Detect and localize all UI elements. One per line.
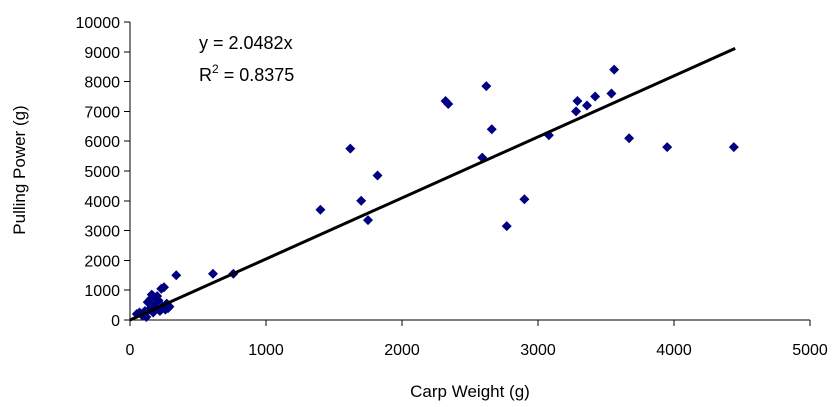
r-squared-value: = 0.8375 <box>219 65 295 85</box>
data-point-marker <box>486 124 497 135</box>
trendline-equation: y = 2.0482x <box>199 33 293 53</box>
trendline-group <box>129 47 736 322</box>
x-tick-label: 4000 <box>656 342 692 359</box>
y-tick-label: 6000 <box>84 134 120 151</box>
data-point-marker <box>356 195 367 206</box>
data-point-marker <box>363 215 373 226</box>
data-point-marker <box>572 95 583 106</box>
data-point-marker <box>571 106 582 117</box>
data-point-marker <box>606 88 617 99</box>
data-point-marker <box>519 194 530 205</box>
data-point-marker <box>501 221 512 232</box>
x-tick-label: 3000 <box>520 342 556 359</box>
ticks: 0 1000 2000 3000 4000 5000 6000 7000 8000 9000 100… <box>76 15 828 359</box>
y-axis-title: Pulling Power (g) <box>10 105 29 234</box>
x-tick-label: 0 <box>126 342 135 359</box>
y-tick-label: 5000 <box>84 164 120 181</box>
r-squared-superscript: 2 <box>212 62 219 76</box>
data-point-marker <box>171 270 182 281</box>
data-point-marker <box>153 295 164 306</box>
y-tick-label: 8000 <box>84 75 120 92</box>
data-point-marker <box>345 143 356 154</box>
data-point-marker <box>581 100 592 111</box>
y-tick-label: 3000 <box>84 224 120 241</box>
y-tick-label: 2000 <box>84 253 120 270</box>
data-point-marker <box>159 282 169 293</box>
x-tick-label: 5000 <box>792 342 828 359</box>
data-point-marker <box>481 81 492 92</box>
x-tick-label: 2000 <box>384 342 420 359</box>
x-tick-label: 1000 <box>248 342 284 359</box>
y-tick-label: 7000 <box>84 104 120 121</box>
r-squared-prefix: R <box>199 65 212 85</box>
r-squared-label: R2 = 0.8375 <box>199 62 294 85</box>
y-tick-label: 0 <box>111 313 120 330</box>
data-point-marker <box>609 64 620 75</box>
data-point-marker <box>624 133 635 144</box>
data-point-marker <box>590 91 601 102</box>
data-point-marker <box>728 142 739 153</box>
y-tick-label: 9000 <box>84 45 120 62</box>
data-point-marker <box>207 268 218 279</box>
data-point-marker <box>315 204 326 215</box>
x-axis-title: Carp Weight (g) <box>410 382 530 401</box>
data-point-marker <box>443 98 454 109</box>
y-tick-label: 1000 <box>84 283 120 300</box>
trendline <box>129 47 736 322</box>
data-points <box>131 64 739 323</box>
data-point-marker <box>662 142 673 153</box>
y-tick-label: 4000 <box>84 194 120 211</box>
y-tick-label: 10000 <box>76 15 121 32</box>
data-point-marker <box>372 170 383 181</box>
